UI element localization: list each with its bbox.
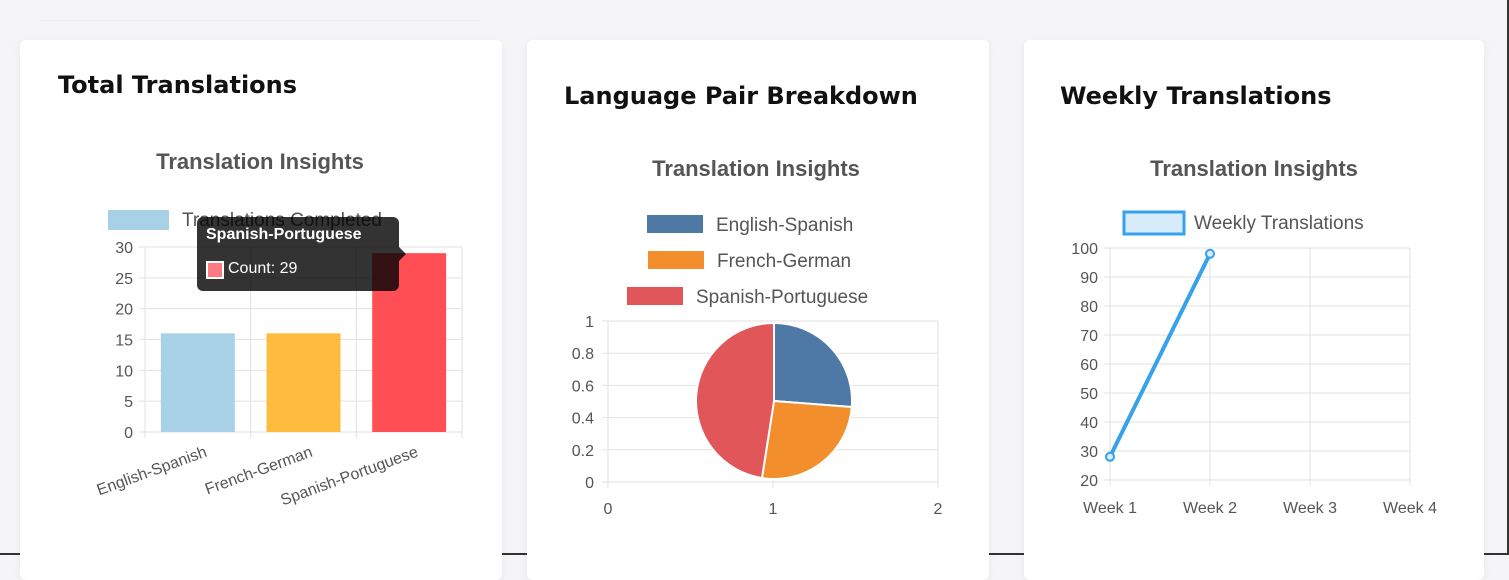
legend-swatch — [1122, 210, 1186, 236]
legend-swatch — [647, 215, 703, 233]
y-tick-label: 50 — [1080, 386, 1098, 403]
x-tick-label: Week 2 — [1183, 500, 1237, 517]
y-tick-label: 30 — [115, 240, 133, 257]
y-tick-label: 0.6 — [572, 378, 594, 395]
legend-label: Spanish-Portuguese — [696, 287, 868, 308]
x-axis: 0 1 2 — [604, 501, 943, 518]
x-axis: English-SpanishFrench-GermanSpanish-Port… — [95, 444, 421, 510]
legend-swatch — [648, 251, 704, 269]
x-tick-label: 0 — [604, 501, 613, 518]
bar-chart[interactable]: Translation Insights Translations Comple… — [20, 40, 502, 555]
card-title: Language Pair Breakdown — [564, 82, 918, 110]
y-tick-label: 0.4 — [572, 411, 594, 428]
y-tick-label: 30 — [1080, 444, 1098, 461]
y-tick-label: 10 — [115, 363, 133, 380]
bar — [160, 333, 235, 432]
x-tick-label: Week 4 — [1383, 500, 1437, 517]
x-tick-label: Week 1 — [1083, 500, 1137, 517]
pie-slice — [773, 321, 853, 409]
total-translations-card: Total Translations Translation Insights … — [20, 40, 502, 580]
data-point — [1205, 248, 1215, 259]
y-tick-label: 1 — [585, 314, 594, 331]
data-point — [1105, 451, 1115, 462]
x-axis: Week 1 Week 2 Week 3 Week 4 — [1083, 500, 1437, 517]
chart-grid — [1104, 247, 1411, 486]
tooltip-swatch — [206, 261, 224, 279]
y-tick-label: 70 — [1080, 328, 1098, 345]
y-tick-label: 5 — [124, 394, 133, 411]
y-tick-label: 0.2 — [572, 443, 594, 460]
series-line — [1108, 252, 1212, 458]
y-tick-label: 25 — [115, 271, 133, 288]
y-tick-label: 15 — [115, 333, 133, 350]
y-tick-label: 0 — [585, 475, 594, 492]
chart-tooltip: Spanish-Portuguese Count: 29 — [197, 217, 406, 291]
y-tick-label: 100 — [1071, 241, 1098, 258]
y-tick-label: 0 — [124, 425, 133, 442]
tooltip-title: Spanish-Portuguese — [206, 226, 362, 243]
tooltip-label: Count: 29 — [228, 260, 298, 277]
legend-label: English-Spanish — [716, 215, 853, 236]
x-tick-label: 2 — [934, 501, 943, 518]
x-tick-label: English-Spanish — [95, 444, 209, 500]
card-title: Weekly Translations — [1060, 82, 1332, 110]
x-tick-label: Week 3 — [1283, 500, 1337, 517]
language-pair-card: Language Pair Breakdown Translation Insi… — [527, 40, 989, 580]
y-tick-label: 90 — [1080, 270, 1098, 287]
pie-slice — [760, 399, 853, 480]
line-chart[interactable]: Translation Insights Weekly Translations… — [1024, 40, 1484, 555]
y-axis: 0 0.2 0.4 0.6 0.8 1 — [572, 314, 594, 492]
y-tick-label: 20 — [115, 302, 133, 319]
y-axis: 0 5 10 15 20 25 30 — [115, 240, 133, 442]
legend-label: Weekly Translations — [1194, 213, 1364, 234]
line-series — [1105, 248, 1215, 462]
pie-chart[interactable]: Translation Insights English-Spanish Fren… — [527, 40, 989, 555]
weekly-translations-card: Weekly Translations Translation Insights… — [1024, 40, 1484, 580]
pie-slice — [695, 321, 775, 480]
y-axis: 20 30 40 50 60 70 80 90 100 — [1071, 241, 1098, 490]
legend-label: French-German — [717, 251, 851, 272]
y-tick-label: 40 — [1080, 415, 1098, 432]
legend-swatch — [627, 287, 683, 305]
y-tick-label: 20 — [1080, 473, 1098, 490]
y-tick-label: 80 — [1080, 299, 1098, 316]
chart-title: Translation Insights — [1150, 156, 1358, 181]
legend: English-Spanish French-German Spanish-Port… — [627, 215, 868, 308]
y-tick-label: 60 — [1080, 357, 1098, 374]
card-title: Total Translations — [58, 71, 298, 99]
pie-slices — [695, 321, 853, 480]
legend-swatch — [108, 210, 169, 230]
x-tick-label: 1 — [769, 501, 778, 518]
bar — [266, 333, 341, 432]
y-tick-label: 0.8 — [572, 346, 594, 363]
top-divider — [40, 20, 480, 21]
chart-title: Translation Insights — [652, 156, 860, 181]
chart-title: Translation Insights — [156, 149, 364, 174]
